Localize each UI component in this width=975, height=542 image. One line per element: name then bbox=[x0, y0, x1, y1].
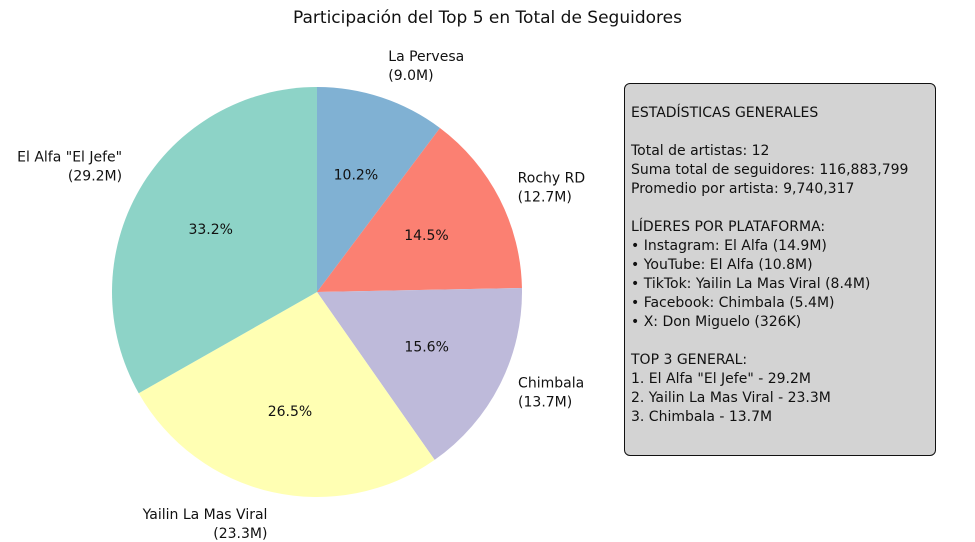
pie-slice-1 bbox=[317, 127, 522, 292]
stats-line-8: • YouTube: El Alfa (10.8M) bbox=[631, 257, 813, 273]
pie-name-label-3: Yailin La Mas Viral (23.3M) bbox=[142, 507, 268, 542]
pie-slice-2 bbox=[317, 287, 522, 460]
pie-name-label-2: Chimbala (13.7M) bbox=[518, 375, 584, 410]
chart-title: Participación del Top 5 en Total de Segu… bbox=[293, 8, 682, 28]
pie-name-label-4: El Alfa "El Jefe" (29.2M) bbox=[17, 150, 122, 185]
pie-name-label-0: La Pervesa (9.0M) bbox=[388, 49, 464, 84]
stats-spacer bbox=[631, 332, 929, 351]
stats-line-3: Suma total de seguidores: 116,883,799 bbox=[631, 162, 909, 178]
pie-slice-0 bbox=[317, 87, 440, 292]
stats-line-7: • Instagram: El Alfa (14.9M) bbox=[631, 238, 827, 254]
pie-name-label-1: Rochy RD (12.7M) bbox=[518, 170, 585, 205]
pie-percent-label-2: 15.6% bbox=[404, 340, 448, 356]
stats-line-15: 2. Yailin La Mas Viral - 23.3M bbox=[631, 390, 831, 406]
stats-line-13: TOP 3 GENERAL: bbox=[631, 352, 748, 368]
pie-percent-label-1: 14.5% bbox=[404, 228, 448, 244]
stats-line-16: 3. Chimbala - 13.7M bbox=[631, 409, 773, 425]
pie-slice-4 bbox=[111, 87, 317, 394]
stats-line-11: • X: Don Miguelo (326K) bbox=[631, 314, 802, 330]
pie-percent-label-0: 10.2% bbox=[334, 167, 378, 183]
stats-line-0: ESTADÍSTICAS GENERALES bbox=[631, 105, 819, 121]
stats-line-2: Total de artistas: 12 bbox=[631, 143, 770, 159]
stats-line-14: 1. El Alfa "El Jefe" - 29.2M bbox=[631, 371, 811, 387]
stats-line-10: • Facebook: Chimbala (5.4M) bbox=[631, 295, 835, 311]
stats-box: ESTADÍSTICAS GENERALES Total de artistas:… bbox=[624, 83, 936, 456]
pie-slice-3 bbox=[138, 292, 435, 497]
stats-spacer bbox=[631, 199, 929, 218]
pie-percent-label-3: 26.5% bbox=[268, 404, 312, 420]
stats-spacer bbox=[631, 123, 929, 142]
stats-line-9: • TikTok: Yailin La Mas Viral (8.4M) bbox=[631, 276, 871, 292]
stats-line-4: Promedio por artista: 9,740,317 bbox=[631, 181, 855, 197]
stats-line-6: LÍDERES POR PLATAFORMA: bbox=[631, 219, 826, 235]
pie-percent-label-4: 33.2% bbox=[188, 222, 232, 238]
